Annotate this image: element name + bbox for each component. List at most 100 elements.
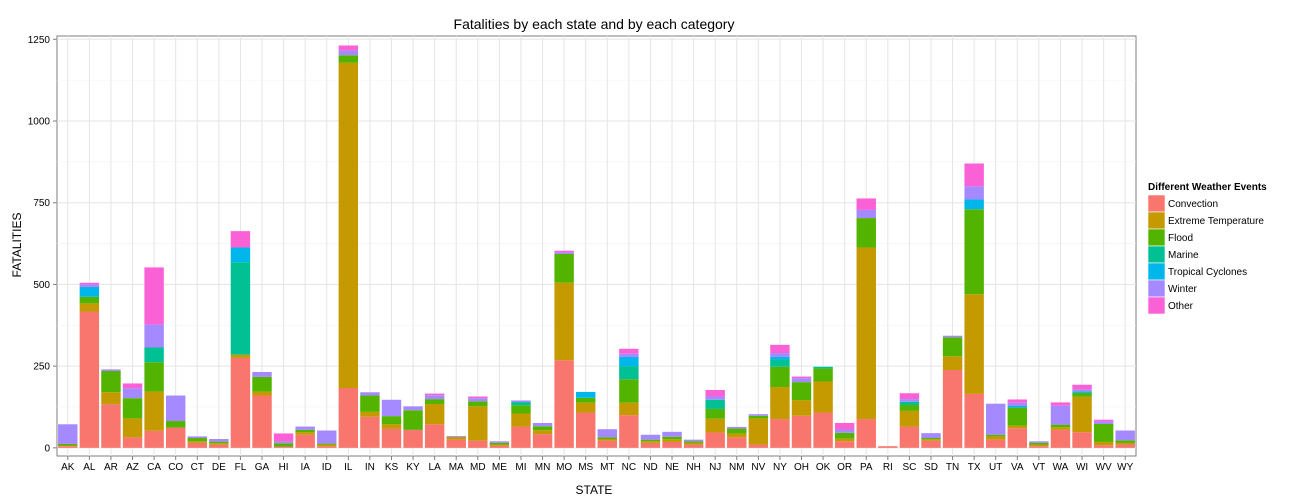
x-tick-label: PA — [860, 462, 873, 473]
bar-SC-extreme-temperature — [899, 410, 920, 427]
bar-AL-convection — [79, 311, 100, 448]
bar-MT-winter — [597, 429, 618, 438]
bar-LA-winter — [424, 395, 445, 400]
bar-WA-flood — [1050, 424, 1071, 428]
bar-ID-convection — [317, 446, 337, 448]
bar-PA-extreme-temperature — [856, 247, 876, 420]
x-tick-label: WI — [1076, 462, 1088, 473]
x-tick-label: MI — [515, 462, 526, 473]
x-tick-label: GA — [255, 462, 270, 473]
bar-FL-tropical-cyclones — [230, 247, 251, 263]
bar-MN-extreme-temperature — [532, 430, 553, 435]
x-axis-label: STATE — [576, 483, 613, 497]
bar-DE-winter — [209, 439, 229, 442]
bar-MI-convection — [511, 426, 531, 448]
bar-NC-other — [619, 348, 639, 354]
bar-FL-extreme-temperature — [230, 354, 251, 358]
x-tick-label: KS — [385, 462, 399, 473]
bar-TN-extreme-temperature — [942, 356, 963, 371]
x-tick-label: WV — [1096, 462, 1112, 473]
bar-NC-winter — [619, 353, 639, 357]
bar-WV-winter — [1093, 421, 1114, 424]
bar-OK-extreme-temperature — [813, 381, 833, 413]
bar-MD-extreme-temperature — [468, 406, 488, 441]
bar-MI-marine — [511, 402, 531, 406]
bar-SD-flood — [921, 438, 941, 440]
bar-KY-flood — [403, 410, 423, 430]
bar-MN-convection — [532, 434, 553, 448]
x-tick-label: AR — [104, 462, 118, 473]
bar-OH-flood — [791, 382, 812, 401]
bar-OR-convection — [834, 441, 855, 448]
bar-CA-marine — [144, 347, 164, 363]
x-tick-label: CA — [147, 462, 161, 473]
bar-SC-winter — [899, 399, 920, 402]
bar-SC-marine — [899, 401, 920, 406]
bar-OR-winter — [834, 429, 855, 433]
bar-OK-flood — [813, 368, 833, 382]
bar-MS-extreme-temperature — [575, 402, 596, 413]
bar-AZ-convection — [122, 437, 143, 448]
bar-TN-winter — [942, 335, 963, 338]
bar-MS-convection — [575, 412, 596, 448]
bar-KS-extreme-temperature — [381, 424, 402, 429]
bar-RI-convection — [878, 446, 898, 448]
bar-ME-winter — [489, 441, 510, 443]
bar-WV-flood — [1093, 423, 1114, 442]
bar-MD-convection — [468, 440, 488, 448]
bar-MO-flood — [554, 254, 574, 283]
bar-DE-convection — [209, 444, 229, 448]
bar-MD-winter — [468, 398, 488, 402]
x-tick-label: MD — [470, 462, 486, 473]
bar-GA-winter — [252, 372, 272, 377]
bar-ID-flood — [317, 443, 337, 445]
x-axis: AK AL AR AZ CA CO CT DE FL GA HI IA ID IL IN KS KY LA MA MD… — [61, 456, 1134, 473]
bar-DE-flood — [209, 441, 229, 444]
bar-NH-extreme-temperature — [683, 442, 704, 445]
bar-IL-other — [338, 45, 359, 51]
bar-NH-convection — [683, 444, 704, 448]
bar-NV-winter — [748, 414, 769, 416]
bar-NH-flood — [683, 441, 704, 443]
y-tick-label: 0 — [44, 443, 50, 454]
legend-label: Convection — [1168, 199, 1218, 210]
y-tick-label: 250 — [33, 362, 50, 373]
x-tick-label: DE — [212, 462, 226, 473]
bar-MD-other — [468, 396, 488, 399]
bar-FL-convection — [230, 357, 251, 448]
x-tick-label: MN — [535, 462, 551, 473]
bar-NC-tropical-cyclones — [619, 356, 639, 367]
bar-IN-winter — [360, 392, 380, 396]
legend-title: Different Weather Events — [1148, 182, 1267, 193]
bar-ND-convection — [640, 442, 661, 448]
x-tick-label: KY — [406, 462, 420, 473]
legend-key-other — [1147, 296, 1166, 315]
bar-PA-convection — [856, 419, 876, 448]
bar-IA-extreme-temperature — [295, 432, 315, 435]
bar-GA-flood — [252, 376, 272, 392]
bar-GA-extreme-temperature — [252, 391, 272, 396]
bar-UT-convection — [986, 439, 1006, 448]
bar-NY-flood — [770, 366, 790, 388]
bar-IL-extreme-temperature — [338, 62, 359, 389]
bar-VT-convection — [1029, 446, 1049, 448]
bar-SC-convection — [899, 426, 920, 448]
bar-HI-winter — [273, 441, 294, 444]
legend-key-marine — [1147, 245, 1166, 264]
bar-VA-tropical-cyclones — [1007, 405, 1028, 408]
x-tick-label: IA — [300, 462, 310, 473]
bar-NJ-other — [705, 389, 725, 397]
bar-OH-extreme-temperature — [791, 400, 812, 416]
legend-label: Winter — [1168, 284, 1198, 295]
legend: Different Weather Events Convection Extre… — [1147, 182, 1267, 315]
bar-IA-convection — [295, 434, 315, 448]
y-tick-label: 1250 — [28, 35, 51, 46]
bar-WI-winter — [1072, 389, 1092, 392]
bar-NC-flood — [619, 379, 639, 403]
bar-WA-other — [1050, 402, 1071, 406]
x-tick-label: HI — [279, 462, 289, 473]
bar-AL-other — [79, 282, 100, 285]
bar-ME-convection — [489, 445, 510, 448]
bar-AL-flood — [79, 296, 100, 304]
bar-PA-flood — [856, 218, 876, 248]
